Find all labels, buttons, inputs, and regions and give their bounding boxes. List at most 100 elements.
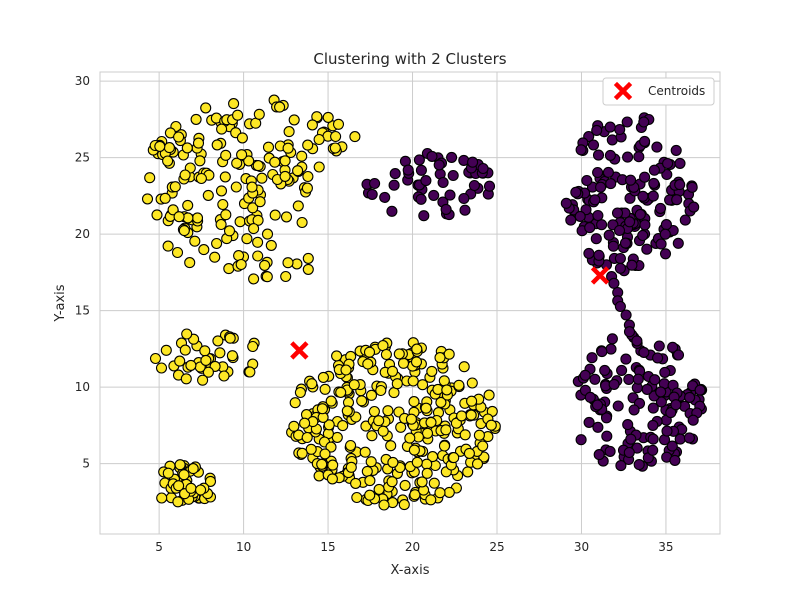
- data-point: [428, 189, 440, 201]
- data-point: [356, 395, 368, 407]
- y-tick-label: 20: [75, 227, 90, 241]
- data-point: [296, 447, 308, 459]
- data-point: [230, 181, 242, 193]
- data-point: [364, 475, 376, 487]
- x-tick-label: 15: [320, 540, 335, 554]
- data-point: [179, 344, 191, 356]
- data-point: [433, 159, 445, 171]
- data-point: [214, 347, 226, 359]
- data-point: [202, 366, 214, 378]
- data-point: [252, 160, 264, 172]
- data-point: [661, 425, 673, 437]
- data-point: [647, 433, 659, 445]
- data-point: [435, 396, 447, 408]
- data-point: [591, 399, 604, 411]
- data-point: [420, 402, 432, 414]
- data-point: [602, 166, 614, 178]
- data-point: [440, 203, 452, 215]
- data-point: [614, 262, 626, 274]
- data-point: [608, 277, 620, 289]
- data-point: [616, 364, 628, 376]
- data-point: [438, 440, 451, 452]
- data-point: [622, 419, 634, 431]
- data-point: [612, 400, 624, 412]
- data-point: [674, 157, 686, 169]
- data-point: [234, 216, 246, 228]
- data-point: [302, 170, 314, 183]
- data-point: [387, 456, 399, 468]
- data-point: [217, 198, 229, 211]
- data-point: [302, 263, 314, 275]
- data-point: [639, 219, 651, 231]
- data-point: [288, 420, 300, 432]
- data-point: [604, 149, 616, 161]
- data-point: [319, 448, 331, 460]
- data-point: [679, 214, 691, 226]
- data-point: [313, 470, 325, 482]
- data-point: [667, 341, 679, 353]
- data-point: [313, 133, 325, 146]
- data-point: [269, 156, 281, 168]
- data-point: [180, 373, 192, 385]
- data-point: [647, 444, 659, 456]
- data-point: [641, 243, 653, 255]
- data-point: [292, 200, 304, 212]
- data-point: [659, 248, 672, 260]
- data-point: [247, 340, 259, 353]
- data-point: [244, 366, 256, 378]
- data-point: [190, 113, 202, 125]
- data-point: [628, 404, 640, 416]
- data-point: [283, 126, 295, 138]
- data-point: [194, 155, 206, 167]
- data-point: [592, 149, 605, 161]
- data-point: [606, 333, 618, 345]
- data-point: [589, 373, 601, 385]
- data-point: [471, 458, 484, 470]
- data-point: [325, 395, 337, 407]
- data-point: [317, 371, 329, 383]
- data-point: [408, 444, 420, 456]
- data-point: [368, 405, 380, 418]
- data-point: [330, 130, 342, 143]
- data-point: [351, 491, 363, 504]
- x-tick-label: 20: [405, 540, 420, 554]
- data-point: [579, 369, 591, 381]
- data-point: [302, 139, 314, 151]
- data-point: [288, 114, 300, 126]
- data-point: [364, 489, 376, 501]
- data-point: [173, 480, 185, 492]
- data-point: [366, 188, 378, 200]
- data-point: [672, 349, 685, 361]
- data-point: [477, 162, 489, 175]
- data-point: [252, 236, 264, 248]
- data-point: [660, 219, 672, 231]
- data-point: [570, 186, 582, 198]
- data-point: [162, 155, 174, 167]
- data-point: [596, 346, 608, 358]
- data-point: [633, 151, 645, 163]
- data-point: [228, 98, 240, 110]
- data-point: [659, 228, 671, 240]
- data-point: [162, 467, 174, 479]
- data-point: [413, 154, 425, 166]
- data-point: [301, 182, 313, 194]
- data-point: [426, 150, 438, 162]
- data-point: [615, 460, 627, 472]
- data-point: [624, 216, 636, 228]
- data-point: [365, 389, 378, 401]
- data-point: [289, 397, 301, 409]
- data-point: [453, 379, 465, 391]
- data-point: [416, 476, 428, 488]
- data-point: [565, 214, 577, 226]
- data-point: [574, 210, 586, 222]
- data-point: [323, 419, 335, 431]
- data-point: [632, 373, 644, 385]
- data-point: [625, 433, 637, 445]
- data-point: [637, 229, 649, 242]
- data-point: [162, 240, 174, 252]
- data-point: [326, 473, 338, 485]
- data-point: [211, 237, 223, 250]
- data-point: [156, 492, 168, 504]
- legend: Centroids: [602, 77, 715, 106]
- data-point: [219, 171, 231, 183]
